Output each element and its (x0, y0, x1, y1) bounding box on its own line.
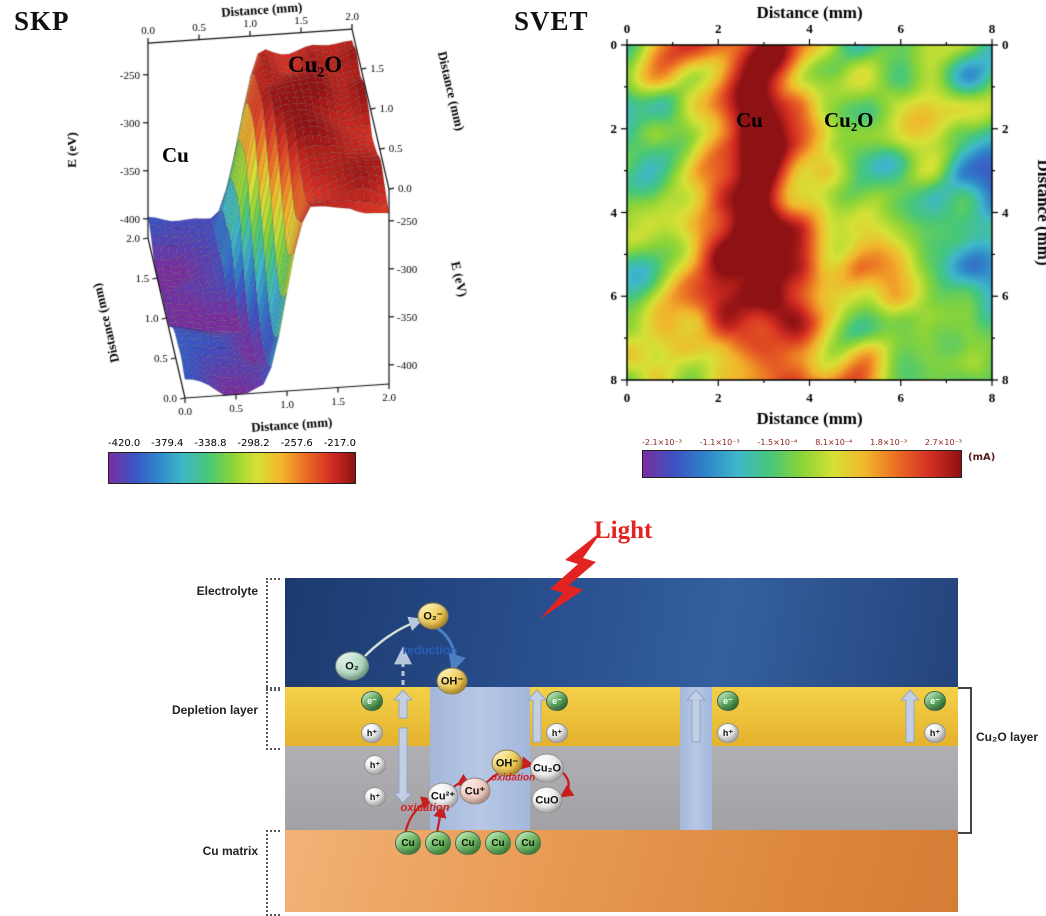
skp-title: SKP (14, 6, 70, 36)
o2-to-superoxide-arrow (364, 616, 424, 657)
colorbar-tick-label: 1.8×10⁻³ (870, 438, 908, 447)
hole: h⁺ (924, 723, 946, 743)
o2-molecule: O₂ (335, 651, 369, 681)
electron: e⁻ (717, 691, 739, 711)
electron: e⁻ (924, 691, 946, 711)
cu-matrix-brace (266, 830, 280, 916)
hydroxide-ion: OH⁻ (491, 749, 523, 777)
colorbar-tick-label: -1.1×10⁻³ (699, 438, 740, 447)
reduction-arrow (436, 626, 466, 673)
colorbar-tick-label: 8.1×10⁻⁴ (815, 438, 853, 447)
skp-region-label-cu2o: Cu₂O (288, 52, 343, 77)
skp-colorbar-ticks: -420.0 -379.4 -338.8 -298.2 -257.6 -217.… (108, 438, 356, 449)
skp-region-label-cu: Cu (162, 143, 189, 167)
oxidation-label: oxidation (400, 802, 450, 814)
mechanism-diagram: Light (0, 515, 1046, 916)
svet-region-label-cu2o: Cu₂O (824, 108, 874, 132)
colorbar-tick-label: -1.5×10⁻⁴ (757, 438, 798, 447)
light-label: Light (594, 517, 653, 544)
svet-colorbar-gradient (642, 450, 962, 478)
cu2o-oxide-layer (285, 746, 958, 830)
lightning-bolt-icon (540, 531, 602, 619)
electron-up-arrow (685, 689, 707, 743)
electrolyte-layer (285, 578, 958, 687)
cu-atom: Cu (455, 831, 481, 855)
hole: h⁺ (717, 723, 739, 743)
colorbar-tick-label: 2.7×10⁻³ (924, 438, 962, 447)
cuo-particle: CuO (531, 786, 563, 814)
skp-3d-surface-plot (0, 0, 480, 435)
svet-panel: SVET Cu Cu₂O -2.1×10⁻³ -1.1×10⁻³ -1.5×10… (500, 0, 1046, 515)
hydroxide-ion: OH⁻ (436, 667, 468, 695)
colorbar-tick-label: -257.6 (280, 438, 313, 449)
hole-down-arrow (392, 727, 414, 804)
hole: h⁺ (364, 755, 386, 775)
colorbar-tick-label: -2.1×10⁻³ (642, 438, 682, 447)
cuplus-ion: Cu⁺ (459, 777, 491, 805)
cu-atom: Cu (515, 831, 541, 855)
electrolyte-label: Electrolyte (196, 584, 258, 598)
superoxide-ion: O₂⁻ (417, 602, 449, 630)
svet-current-density-map (500, 0, 1046, 430)
colorbar-tick-label: -379.4 (151, 438, 184, 449)
diagram-box: O₂ O₂⁻ OH⁻ reduction e⁻ h⁺ e⁻ h⁺ e⁻ h⁺ e… (285, 578, 958, 912)
svet-colorbar-ticks: -2.1×10⁻³ -1.1×10⁻³ -1.5×10⁻⁴ 8.1×10⁻⁴ 1… (642, 438, 962, 447)
svet-region-label-cu: Cu (736, 108, 763, 132)
colorbar-tick-label: -420.0 (108, 438, 141, 449)
electron-up-arrow (899, 689, 921, 743)
cu-atom: Cu (485, 831, 511, 855)
svet-title: SVET (514, 6, 589, 36)
oxidation-label: oxidation (490, 772, 536, 784)
skp-colorbar-gradient (108, 452, 356, 484)
colorbar-tick-label: -338.8 (194, 438, 227, 449)
cu-matrix-label: Cu matrix (202, 844, 258, 858)
cu2o-to-cuo-arrow (559, 771, 575, 798)
colorbar-tick-label: -298.2 (237, 438, 270, 449)
electrolyte-brace (266, 578, 280, 691)
electron-up-arrow (392, 689, 414, 719)
reduction-label: reduction (402, 643, 458, 657)
depletion-brace (266, 687, 280, 750)
reaction-arrows (364, 616, 921, 835)
electron: e⁻ (546, 691, 568, 711)
electron: e⁻ (361, 691, 383, 711)
cu2o-layer-label: Cu₂O layer (976, 730, 1039, 744)
depletion-layer-label: Depletion layer (171, 703, 258, 717)
skp-colorbar: -420.0 -379.4 -338.8 -298.2 -257.6 -217.… (108, 438, 356, 484)
hole: h⁺ (361, 723, 383, 743)
cu2o-layer-brace (958, 687, 972, 834)
cu-atom: Cu (395, 831, 421, 855)
electron-up-arrow (526, 689, 548, 743)
colorbar-tick-label: -217.0 (323, 438, 356, 449)
cu-atom: Cu (425, 831, 451, 855)
svet-colorbar: -2.1×10⁻³ -1.1×10⁻³ -1.5×10⁻⁴ 8.1×10⁻⁴ 1… (642, 438, 995, 478)
svet-colorbar-unit: (mA) (968, 452, 996, 463)
cu2plus-ion: Cu²⁺ (427, 782, 459, 810)
hole: h⁺ (364, 787, 386, 807)
skp-panel: SKP Cu Cu₂O -420.0 -379.4 -338.8 -298.2 … (0, 0, 500, 515)
carrier-arrows (392, 689, 921, 804)
hole: h⁺ (546, 723, 568, 743)
